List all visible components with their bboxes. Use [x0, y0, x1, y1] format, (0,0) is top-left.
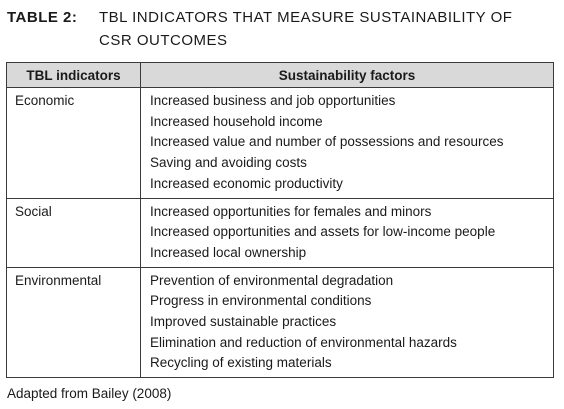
- header-sustainability-factors: Sustainability factors: [140, 62, 554, 88]
- factor-item: Increased opportunities for females and …: [150, 203, 432, 219]
- indicator-cell: Economic: [6, 87, 141, 199]
- caption-label: TABLE 2:: [7, 9, 78, 26]
- table-header-row: TBL indicators Sustainability factors: [6, 62, 554, 88]
- table-row-social: Social Increased opportunities for femal…: [6, 197, 554, 268]
- caption-line-1: TABLE 2: TBL INDICATORS THAT MEASURE SUST…: [7, 6, 557, 29]
- factors-cell: Increased opportunities for females and …: [140, 197, 554, 268]
- table-row-environmental: Environmental Prevention of environmenta…: [6, 266, 554, 379]
- factor-item: Saving and avoiding costs: [150, 155, 307, 171]
- indicator-cell: Social: [6, 197, 141, 268]
- factors-cell: Increased business and job opportunities…: [140, 87, 554, 199]
- tbl-indicators-table: TBL indicators Sustainability factors Ec…: [6, 62, 554, 379]
- source-note: Adapted from Bailey (2008): [7, 386, 172, 401]
- header-tbl-indicators: TBL indicators: [6, 62, 141, 88]
- caption-title-line-1: TBL INDICATORS THAT MEASURE SUSTAINABILI…: [99, 9, 513, 26]
- factor-item: Increased opportunities and assets for l…: [150, 224, 496, 240]
- factors-cell: Prevention of environmental degradation …: [140, 266, 554, 379]
- factor-item: Increased value and number of possession…: [150, 134, 504, 150]
- caption-title-line-2: CSR OUTCOMES: [99, 32, 228, 49]
- factor-item: Increased local ownership: [150, 244, 307, 260]
- factor-item: Increased household income: [150, 113, 323, 129]
- factor-item: Progress in environmental conditions: [150, 293, 372, 309]
- table-caption: TABLE 2: TBL INDICATORS THAT MEASURE SUST…: [7, 6, 557, 52]
- factor-item: Increased economic productivity: [150, 175, 343, 191]
- factor-item: Improved sustainable practices: [150, 314, 337, 330]
- factor-item: Increased business and job opportunities: [150, 93, 396, 108]
- factor-item: Recycling of existing materials: [150, 355, 332, 371]
- factor-item: Prevention of environmental degradation: [150, 272, 394, 288]
- factor-item: Elimination and reduction of environment…: [150, 334, 457, 350]
- table-row-economic: Economic Increased business and job oppo…: [6, 87, 554, 199]
- indicator-cell: Environmental: [6, 266, 141, 379]
